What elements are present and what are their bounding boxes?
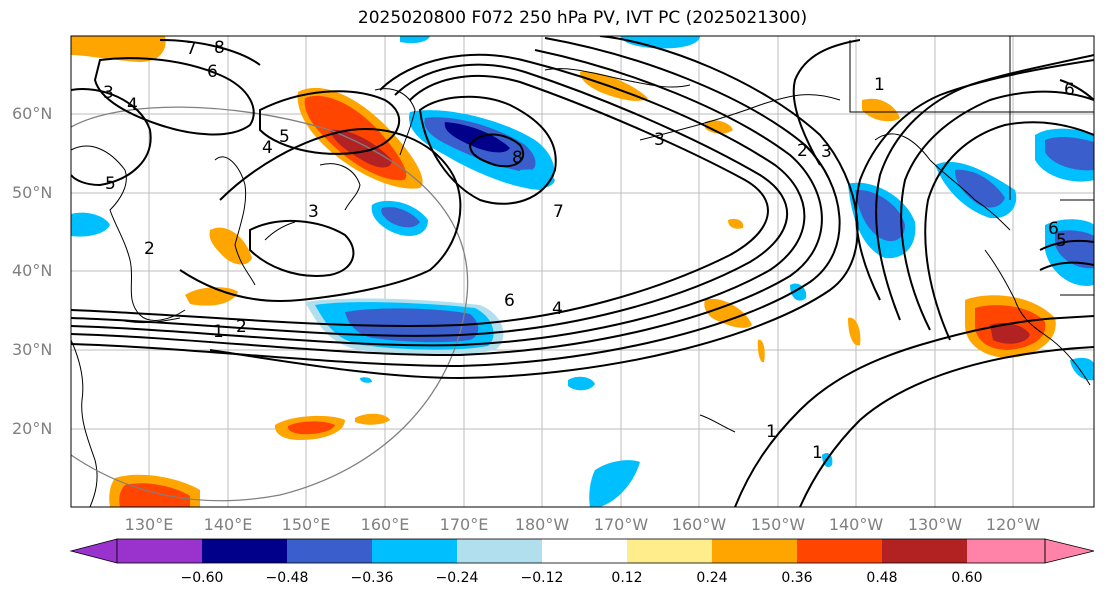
colorbar-segment (712, 539, 797, 563)
colorbar-tick-label: 0.60 (951, 570, 983, 586)
contour-label: 1 (766, 422, 777, 442)
contour-label: 1 (874, 75, 885, 95)
contour-label: 2 (797, 141, 808, 161)
lat-label: 30°N (12, 340, 53, 359)
colorbar-tick-label: −0.48 (265, 570, 309, 586)
contour-label: 5 (105, 174, 116, 194)
contour-label: 6 (1064, 80, 1075, 100)
contour-label: 3 (308, 202, 319, 222)
lon-label: 150°W (750, 515, 806, 534)
contour-label: 7 (553, 202, 564, 222)
contour-label: 5 (1056, 231, 1067, 251)
contour-label: 3 (654, 130, 665, 150)
lon-label: 120°W (985, 515, 1041, 534)
colorbar-tick-label: −0.60 (180, 570, 224, 586)
colorbar-tick-label: 0.12 (611, 570, 643, 586)
contour-label: 4 (127, 95, 138, 115)
contour-label: 4 (262, 138, 273, 158)
colorbar-segment (202, 539, 287, 563)
map-panel: 7 8 6 3 4 5 4 5 3 2 1 2 6 4 8 7 3 2 3 1 … (71, 36, 1094, 507)
colorbar-tick-label: −0.36 (350, 570, 394, 586)
contour-label: 6 (504, 291, 515, 311)
colorbar-extend-max (1044, 538, 1095, 564)
contour-label: 1 (213, 322, 224, 342)
colorbar-segment (627, 539, 712, 563)
colorbar-tick-label: −0.12 (520, 570, 564, 586)
contour-label: 8 (214, 38, 225, 58)
contour-labels: 7 8 6 3 4 5 4 5 3 2 1 2 6 4 8 7 3 2 3 1 … (103, 38, 1075, 463)
colorbar-segment (542, 539, 627, 563)
lon-label: 140°E (203, 515, 253, 534)
lat-label: 60°N (12, 104, 53, 123)
colorbar-segment (117, 539, 202, 563)
contour-label: 4 (552, 299, 563, 319)
lon-label: 160°W (671, 515, 727, 534)
colorbar-segment (882, 539, 967, 563)
lon-label: 170°E (439, 515, 489, 534)
contour-label: 3 (103, 83, 114, 103)
map-title: 2025020800 F072 250 hPa PV, IVT PC (2025… (357, 8, 808, 28)
distance-ring (71, 106, 469, 502)
colorbar-segment (287, 539, 372, 563)
contour-label: 6 (207, 62, 218, 82)
contour-label: 2 (144, 239, 155, 259)
lon-label: 140°W (828, 515, 884, 534)
colorbar-segment (457, 539, 542, 563)
contour-label: 3 (821, 142, 832, 162)
lon-label: 150°E (281, 515, 331, 534)
colorbar-tick-label: 0.36 (781, 570, 813, 586)
colorbar (69, 538, 1095, 564)
colorbar-segment (372, 539, 457, 563)
lat-label: 50°N (12, 183, 53, 202)
colorbar-tick-label: 0.24 (696, 570, 728, 586)
lon-label: 180°W (514, 515, 570, 534)
lon-label: 130°E (124, 515, 174, 534)
pv-contours (71, 36, 1094, 507)
map-frame (70, 35, 1095, 508)
lon-label: 160°E (360, 515, 410, 534)
lon-label: 170°W (593, 515, 649, 534)
colorbar-extend-min (69, 538, 118, 564)
colorbar-tick-label: 0.48 (866, 570, 898, 586)
colorbar-tick-label: −0.24 (435, 570, 479, 586)
colorbar-segment (797, 539, 882, 563)
lat-label: 40°N (12, 261, 53, 280)
contour-label: 1 (812, 443, 823, 463)
contour-label: 8 (512, 148, 523, 168)
contour-label: 7 (186, 39, 197, 59)
contour-label: 5 (279, 127, 290, 147)
contour-label: 6 (1048, 219, 1059, 239)
colorbar-frame (116, 538, 1046, 564)
positive-anomaly-regions (71, 36, 1056, 507)
colorbar-segment (967, 539, 1045, 563)
contour-label: 2 (236, 317, 247, 337)
lat-label: 20°N (12, 419, 53, 438)
lon-label: 130°W (907, 515, 963, 534)
